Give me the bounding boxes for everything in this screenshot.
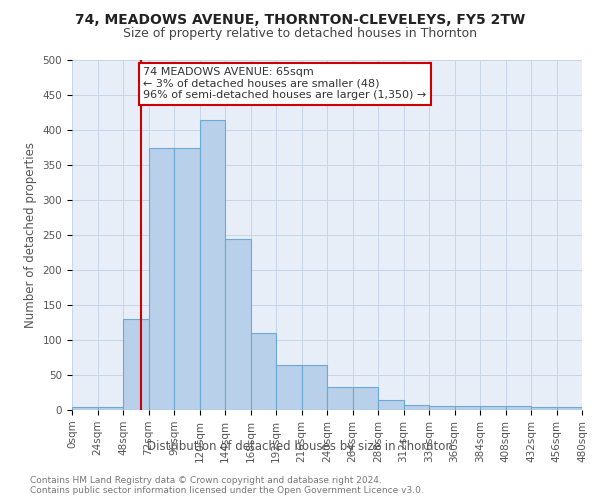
Y-axis label: Number of detached properties: Number of detached properties [24,142,37,328]
Bar [404,405,429,410]
Bar [327,387,353,410]
Bar [455,406,480,410]
Bar [353,387,378,410]
Bar [557,407,582,410]
Bar [378,400,404,410]
Bar [149,148,174,410]
Bar [225,238,251,410]
Bar [199,120,225,410]
Bar [531,407,557,410]
Bar [174,148,199,410]
Text: 74, MEADOWS AVENUE, THORNTON-CLEVELEYS, FY5 2TW: 74, MEADOWS AVENUE, THORNTON-CLEVELEYS, … [75,12,525,26]
Text: 74 MEADOWS AVENUE: 65sqm
← 3% of detached houses are smaller (48)
96% of semi-de: 74 MEADOWS AVENUE: 65sqm ← 3% of detache… [143,67,427,100]
Bar [480,406,505,410]
Bar [302,364,327,410]
Text: Contains HM Land Registry data © Crown copyright and database right 2024.
Contai: Contains HM Land Registry data © Crown c… [30,476,424,495]
Text: Size of property relative to detached houses in Thornton: Size of property relative to detached ho… [123,28,477,40]
Text: Distribution of detached houses by size in Thornton: Distribution of detached houses by size … [147,440,453,453]
Bar [97,406,123,410]
Bar [72,406,97,410]
Bar [429,406,455,410]
Bar [582,407,600,410]
Bar [505,406,531,410]
Bar [123,319,149,410]
Bar [276,364,302,410]
Bar [251,333,276,410]
